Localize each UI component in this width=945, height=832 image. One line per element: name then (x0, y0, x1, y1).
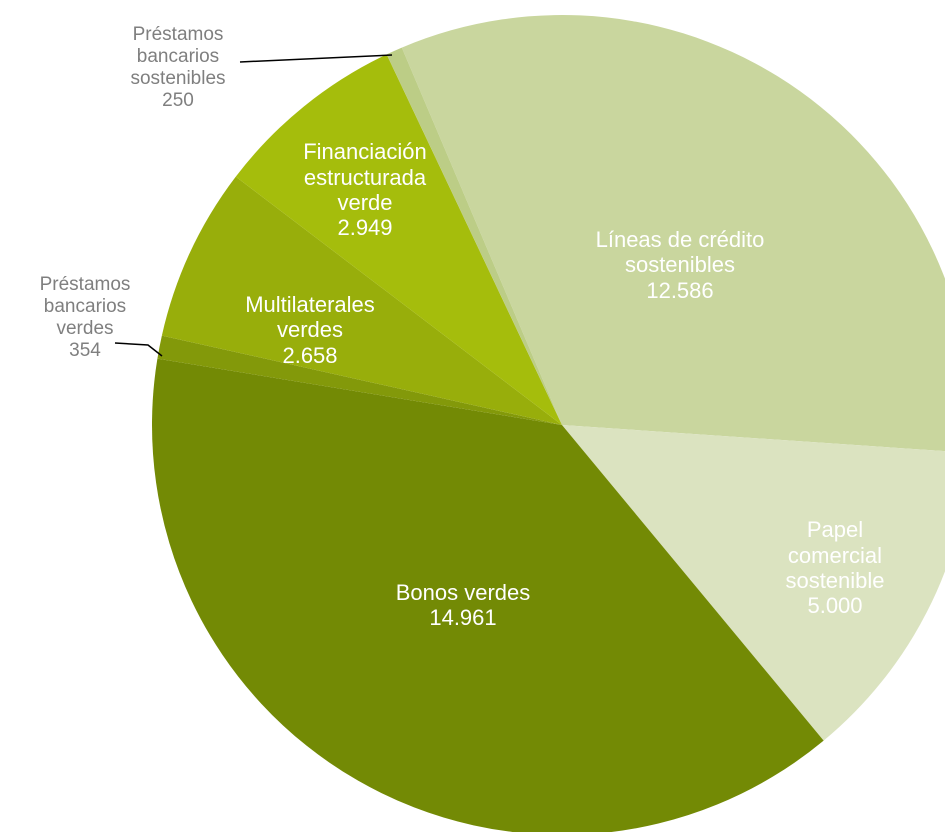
pie-slice (152, 358, 824, 832)
value-label: 354 (69, 339, 101, 361)
category-label: Préstamos bancarios verdes (39, 274, 131, 339)
pie-slice (235, 54, 562, 426)
pie-slice (157, 335, 563, 425)
value-label: 2.658 (282, 342, 338, 368)
category-label: Multilaterales verdes (245, 292, 375, 343)
label-box: Líneas de crédito sostenibles 12.586 (593, 195, 768, 335)
value-label: 14.961 (429, 605, 497, 630)
leader-line (114, 342, 163, 357)
label-box: Papel comercial sostenible 5.000 (765, 498, 905, 638)
category-label: Papel comercial sostenible (785, 517, 885, 593)
category-label: Préstamos bancarios sostenibles (130, 24, 226, 89)
pie-slice (562, 425, 945, 741)
label-box: Bonos verdes 14.961 (353, 535, 573, 675)
value-label: 5.000 (807, 593, 863, 619)
label-box: Financiación estructurada verde 2.949 (285, 120, 445, 260)
label-box: Multilaterales verdes 2.658 (220, 260, 400, 400)
leader-line (239, 54, 393, 63)
pie-slice (386, 47, 562, 425)
value-label: 12.586 (646, 277, 714, 303)
value-label: 2.949 (337, 215, 393, 241)
pie-slice (401, 15, 945, 452)
label-box: Préstamos bancarios verdes 354 (20, 248, 150, 388)
value-label: 250 (162, 89, 194, 111)
category-label: Financiación estructurada verde (303, 139, 427, 215)
category-label: Bonos verdes (395, 579, 531, 605)
pie-slice (161, 176, 562, 425)
category-label: Líneas de crédito sostenibles (595, 227, 765, 278)
label-box: Préstamos bancarios sostenibles 250 (108, 0, 248, 138)
